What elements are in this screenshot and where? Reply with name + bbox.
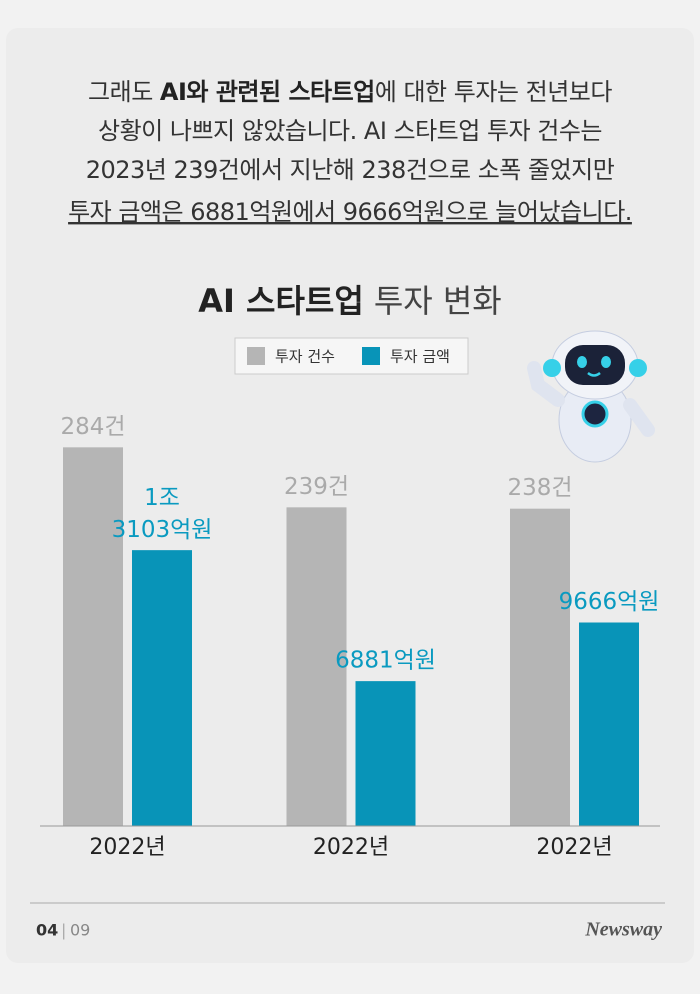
legend-swatch (362, 347, 380, 365)
value-label: 1조 3103억원 (112, 485, 213, 543)
legend-box (234, 337, 469, 375)
legend: 투자 건수 투자 금액 (247, 347, 450, 366)
value-label: 239건 (284, 474, 349, 500)
brand: Newsway (584, 919, 662, 941)
intro-line: 상황이 나쁘지 않았습니다. AI 스타트업 투자 건수는 (98, 117, 602, 145)
intro-line: 2023년 239건에서 지난해 238건으로 소폭 줄었지만 (86, 156, 615, 184)
page-total: 09 (70, 921, 90, 940)
legend-label: 투자 금액 (390, 348, 450, 366)
x-tick-label: 2022년 (313, 835, 389, 860)
page-number: 04 (36, 921, 58, 940)
bar (355, 681, 416, 826)
value-label: 284건 (60, 414, 125, 440)
bar (63, 447, 123, 826)
chart-title: AI 스타트업 투자 변화 (198, 282, 502, 320)
intro-line: 그래도 AI와 관련된 스타트업에 대한 투자는 전년보다 (88, 78, 612, 106)
bar (286, 507, 347, 826)
page-separator: | (61, 921, 66, 940)
value-label: 238건 (507, 475, 572, 501)
intro-bold: AI와 관련된 스타트업 (160, 78, 375, 106)
value-label: 9666억원 (559, 589, 660, 615)
chart: 284건 1조 3103억원 2022년 239건 6881억원 2022년 238건 9666… (40, 414, 660, 860)
legend-swatch (247, 347, 265, 365)
title-light: 투자 변화 (374, 282, 502, 320)
intro-text: 그래도 (88, 78, 160, 106)
legend-label: 투자 건수 (275, 348, 335, 366)
intro-line: 투자 금액은 6881억원에서 9666억원으로 늘어났습니다. (68, 198, 632, 226)
robot (527, 330, 655, 463)
x-tick-label: 2022년 (89, 835, 165, 860)
bar (579, 622, 639, 826)
x-tick-label: 2022년 (536, 835, 612, 860)
bar (132, 550, 192, 826)
value-label: 6881억원 (335, 648, 436, 674)
title-bold: AI 스타트업 (198, 282, 364, 320)
bar (510, 508, 570, 826)
intro-text: 에 대한 투자는 전년보다 (375, 78, 613, 106)
